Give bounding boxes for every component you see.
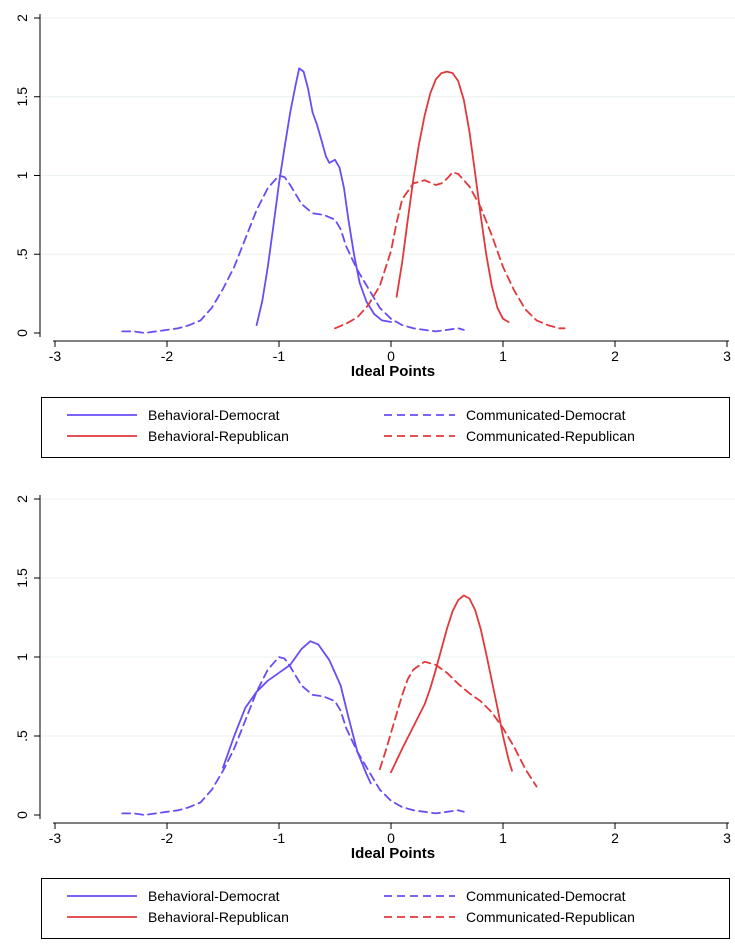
series-line-communicated-democrat [121,174,465,334]
y-tick-label: 0 [14,329,30,337]
legend-label: Communicated-Republican [466,428,635,444]
x-tick-label: 0 [387,830,395,846]
y-tick-label: 1 [14,653,30,661]
x-tick-label: -3 [49,348,62,364]
x-axis-title: Ideal Points [351,363,435,380]
x-tick-label: 1 [499,348,507,364]
y-tick-label: 1.5 [14,87,30,107]
x-tick-label: 3 [723,348,731,364]
legend-box [41,397,730,458]
y-tick-label: 2 [14,14,30,22]
x-tick-label: 0 [387,348,395,364]
y-tick-label: .5 [14,730,30,742]
legend-label: Behavioral-Democrat [148,407,280,423]
legend-label: Behavioral-Democrat [148,888,280,904]
series-line-behavioral-democrat [255,67,392,326]
x-tick-label: -2 [161,830,174,846]
series-line-communicated-democrat [121,656,465,816]
series-line-communicated-republican [334,171,566,330]
y-tick-label: 1.5 [14,568,30,588]
x-tick-label: -3 [49,830,62,846]
series-line-behavioral-republican [390,594,513,774]
x-tick-label: 3 [723,830,731,846]
x-tick-label: 1 [499,830,507,846]
x-tick-label: -1 [273,830,286,846]
y-tick-label: 2 [14,495,30,503]
legend-label: Behavioral-Republican [148,428,289,444]
chart-panel-bottom: 0 .5 1 1.5 2 -3 -2 -1 0 1 2 3 Ideal Points Behavioral… [14,495,735,939]
x-tick-label: -2 [161,348,174,364]
legend-label: Communicated-Republican [466,909,635,925]
x-tick-label: 2 [611,348,619,364]
y-tick-label: 0 [14,811,30,819]
legend-label: Communicated-Democrat [466,888,626,904]
legend-label: Communicated-Democrat [466,407,626,423]
chart-panel-top: 0 .5 1 1.5 2 -3 -2 -1 0 1 2 3 Ideal Points Behavioral… [14,14,735,458]
series-line-behavioral-republican [395,70,510,323]
x-tick-label: -1 [273,348,286,364]
series-line-communicated-republican [378,660,538,788]
x-axis-title: Ideal Points [351,845,435,862]
y-tick-label: .5 [14,248,30,260]
y-tick-label: 1 [14,171,30,179]
series-line-behavioral-democrat [222,640,372,785]
legend-box [41,878,730,939]
x-tick-label: 2 [611,830,619,846]
legend-label: Behavioral-Republican [148,909,289,925]
